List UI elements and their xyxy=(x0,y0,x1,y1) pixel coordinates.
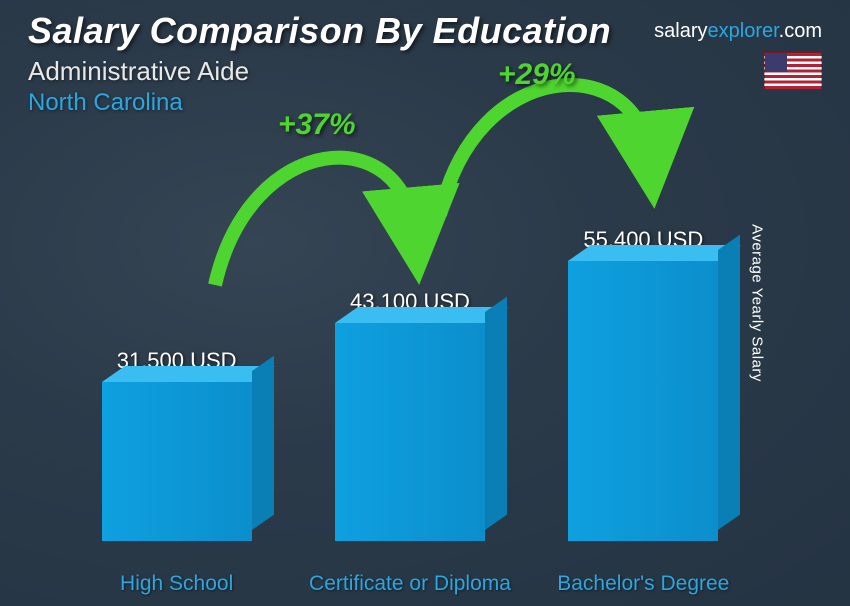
bar-3d xyxy=(102,382,252,541)
bar-top-face xyxy=(568,245,741,261)
bar-side-face xyxy=(485,297,507,530)
x-axis-label: High School xyxy=(72,572,282,596)
x-axis-label: Bachelor's Degree xyxy=(538,572,748,596)
brand-tld: .com xyxy=(779,20,822,42)
bar-top-face xyxy=(102,366,275,382)
bar-chart: 31,500 USD43,100 USD55,400 USD xyxy=(60,140,760,541)
bar-3d xyxy=(568,261,718,541)
x-axis-label: Certificate or Diploma xyxy=(305,572,515,596)
bar-group: 43,100 USD xyxy=(305,289,515,541)
region-label: North Carolina xyxy=(28,89,822,117)
bar-front-face xyxy=(102,382,252,541)
us-flag-icon xyxy=(764,52,822,90)
y-axis-label: Average Yearly Salary xyxy=(749,224,766,382)
bar-front-face xyxy=(568,261,718,541)
bar-side-face xyxy=(718,235,740,530)
bar-side-face xyxy=(252,356,274,530)
brand-suffix: explorer xyxy=(708,20,779,42)
job-title: Administrative Aide xyxy=(28,56,822,87)
brand-logo: salaryexplorer.com xyxy=(654,20,822,43)
bar-top-face xyxy=(335,307,508,323)
x-axis: High School Certificate or Diploma Bachelo… xyxy=(60,572,760,596)
bar-group: 55,400 USD xyxy=(538,227,748,541)
bar-front-face xyxy=(335,323,485,541)
bar-group: 31,500 USD xyxy=(72,348,282,541)
bar-3d xyxy=(335,323,485,541)
brand-prefix: salary xyxy=(654,20,707,42)
